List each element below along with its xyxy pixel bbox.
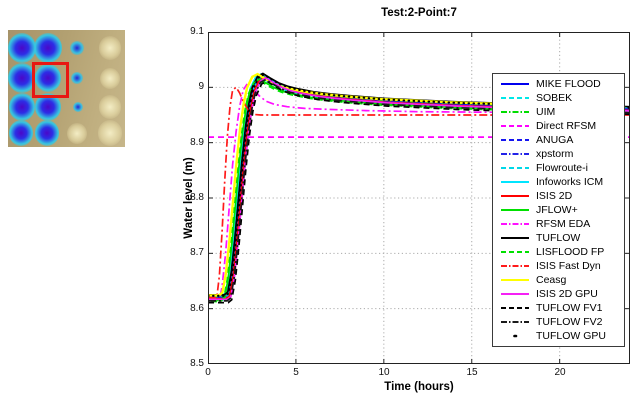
legend-label: TUFLOW FV1 [536,301,603,314]
series-line-tuflow-fv2 [208,78,630,302]
legend-label: ANUGA [536,133,574,146]
chart-title: Test:2-Point:7 [381,7,457,19]
selected-region-box [32,62,69,98]
y-tick-label: 8.8 [190,192,204,203]
legend-item: Direct RFSM [493,120,624,132]
legend-line-sample [501,251,529,253]
legend-label: MIKE FLOOD [536,77,601,90]
y-tick-label: 9.1 [190,26,204,37]
legend-line-sample [501,167,529,169]
legend-label: TUFLOW GPU [536,329,606,342]
legend-line-sample [501,195,529,197]
cream-blob [100,67,120,89]
y-tick-label: 8.9 [190,137,204,148]
legend-item: ISIS Fast Dyn [493,260,624,272]
legend-line-sample [501,125,529,127]
legend-line-sample [501,83,529,85]
legend-item: RFSM EDA [493,218,624,230]
cream-blob [99,95,121,119]
y-tick-label: 8.5 [190,358,204,369]
series-line-tuflow-gpu [208,73,630,297]
legend-label: JFLOW+ [536,203,578,216]
legend-line-sample [501,139,529,141]
legend-item: ISIS 2D GPU [493,288,624,300]
legend-item: ANUGA [493,134,624,146]
legend-item: TUFLOW [493,232,624,244]
series-line-tuflow-fv1 [208,80,630,304]
legend-item: xpstorm [493,148,624,160]
legend-item: MIKE FLOOD [493,78,624,90]
legend-label: xpstorm [536,147,574,160]
large-blob [34,33,62,63]
legend-line-sample [501,111,529,113]
y-tick-label: 8.6 [190,303,204,314]
cream-blob [99,36,121,60]
legend-label: ISIS 2D [536,189,573,202]
legend-label: SOBEK [536,91,573,104]
y-tick-label: 9 [198,81,204,92]
legend-line-sample [501,223,529,225]
legend-line-sample [501,293,529,295]
legend-line-sample [501,97,529,99]
large-blob [35,120,59,146]
legend-line-sample [501,279,529,281]
legend-label: Infoworks ICM [536,175,604,188]
cream-blob [98,120,122,146]
axes-box [208,32,630,364]
x-tick-label: 5 [293,367,299,378]
x-tick-label: 20 [554,367,566,378]
legend-line-sample [501,153,529,155]
legend-item: TUFLOW GPU [493,330,624,342]
large-blob [35,64,61,92]
legend-item: JFLOW+ [493,204,624,216]
large-blob [9,93,35,121]
legend-label: TUFLOW FV2 [536,315,603,328]
cream-blob [67,122,87,144]
legend-label: LISFLOOD FP [536,245,605,258]
large-blob [9,120,33,146]
legend-item: UIM [493,106,624,118]
flood-map-thumbnail [8,30,125,147]
legend-item: TUFLOW FV1 [493,302,624,314]
legend-label: Ceasg [536,273,567,286]
legend-label: TUFLOW [536,231,581,244]
legend-line-sample [501,181,529,183]
large-blob [8,63,36,93]
legend-label: Flowroute-i [536,161,588,174]
legend-label: ISIS Fast Dyn [536,259,601,272]
legend-item: SOBEK [493,92,624,104]
series-line-isis-2d-gpu [208,76,630,301]
small-blob [70,40,84,56]
large-blob [8,33,36,63]
legend-line-sample [501,321,529,323]
legend-label: RFSM EDA [536,217,591,230]
legend-line-sample [501,237,529,239]
legend-item: TUFLOW FV2 [493,316,624,328]
legend-item: Infoworks ICM [493,176,624,188]
x-axis-label: Time (hours) [384,381,454,393]
legend-label: UIM [536,105,556,118]
legend-line-sample [501,265,529,267]
x-tick-label: 0 [205,367,211,378]
legend-line-sample [501,209,529,211]
x-tick-label: 15 [466,367,478,378]
legend-item: Flowroute-i [493,162,624,174]
legend-item: ISIS 2D [493,190,624,202]
small-blob [73,101,83,113]
legend-line-sample [501,307,529,309]
legend-item: Ceasg [493,274,624,286]
legend-line-sample [513,334,518,338]
legend-label: ISIS 2D GPU [536,287,598,300]
small-blob [71,71,83,85]
legend-item: LISFLOOD FP [493,246,624,258]
x-tick-label: 10 [378,367,390,378]
legend: MIKE FLOOD SOBEK UIM Direct RFSM ANUGA xpstor… [492,73,625,347]
legend-label: Direct RFSM [536,119,597,132]
y-tick-label: 8.7 [190,247,204,258]
